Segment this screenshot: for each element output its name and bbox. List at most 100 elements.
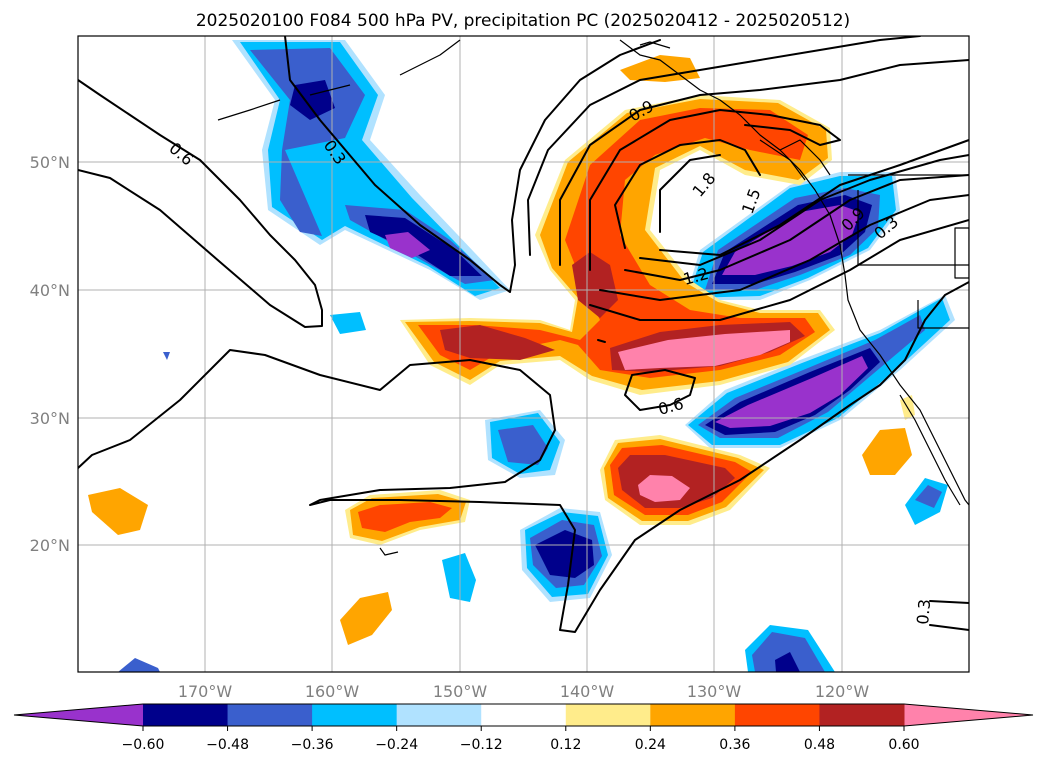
map-frame — [77, 35, 970, 673]
neg-band-subtropical — [685, 295, 955, 448]
pv-contour — [78, 79, 323, 328]
aleutian-chain — [217, 99, 281, 121]
blob-orange-baja — [862, 428, 912, 475]
colorbar-cell — [565, 704, 651, 726]
pv-contour — [284, 36, 661, 293]
blob-blue-bottom-left — [118, 658, 160, 672]
coastlines — [217, 39, 969, 556]
pv-contour — [78, 281, 969, 633]
colorbar-cell — [312, 704, 398, 726]
aleutian-fragment — [309, 84, 351, 96]
shade-red-orange — [418, 108, 815, 378]
pv-contour — [614, 139, 761, 249]
colorbar-tick-label: 0.24 — [635, 737, 666, 753]
pv-contour — [559, 59, 969, 266]
latitude-labels: 50°N 40°N 30°N 20°N — [30, 153, 70, 555]
colorbar-tick-label: 0.48 — [804, 737, 835, 753]
pos-south-central — [600, 435, 770, 525]
colorbar-tick-label: −0.36 — [291, 737, 334, 753]
pv-contour — [589, 219, 969, 321]
pv-contour — [624, 369, 696, 411]
lon-label: 160°W — [305, 682, 360, 701]
coastline-north-america — [619, 39, 969, 506]
colorbar-tick-label: −0.48 — [206, 737, 249, 753]
pv-contour — [659, 139, 969, 256]
lat-label: 50°N — [30, 153, 70, 172]
blob-blue-island — [442, 553, 476, 602]
pv-contour — [527, 36, 921, 256]
blob-orange-southwest — [340, 592, 392, 645]
shade-pink — [618, 330, 790, 370]
pv-contour — [589, 109, 841, 271]
shade-royal-blue — [250, 48, 365, 236]
neg-band-gulf-of-alaska — [232, 40, 510, 300]
pv-contour — [599, 194, 969, 301]
shade-purple — [715, 356, 868, 428]
shade-firebrick — [440, 325, 555, 360]
shade-royal-blue — [498, 425, 548, 465]
border-state-south — [917, 300, 969, 329]
map-title: 2025020100 F084 500 hPa PV, precipitatio… — [196, 11, 850, 31]
pv-contour — [659, 154, 721, 233]
colorbar-tick-label: 0.12 — [550, 737, 581, 753]
colorbar-tick-label: −0.24 — [375, 737, 418, 753]
colorbar-cell — [481, 704, 567, 726]
colorbar-tick-label: 0.36 — [719, 737, 750, 753]
colorbar-ticks: −0.60 −0.48 −0.36 −0.24 −0.12 0.12 0.24 0.36 0.4… — [122, 726, 920, 753]
coastline-alaska-panhandle — [639, 41, 671, 49]
lon-label: 150°W — [433, 682, 488, 701]
pos-hawaii — [345, 490, 470, 545]
shade-red-orange — [358, 502, 452, 532]
alaska-coast-fragment — [399, 39, 461, 76]
blob-blue-tiny — [163, 352, 170, 360]
map-panel: 0.6 0.3 0.9 1.8 1.5 1.2 0.9 0.3 0.6 0.3 — [77, 35, 970, 673]
pos-crescent — [400, 55, 835, 395]
pv-contour — [624, 174, 969, 281]
shade-navy — [775, 652, 800, 672]
lon-label: 130°W — [687, 682, 742, 701]
shade-navy — [535, 530, 594, 578]
lon-label: 170°W — [178, 682, 233, 701]
shade-pink — [638, 475, 690, 502]
colorbar-cell — [650, 704, 736, 726]
colorbar-tick-label: 0.60 — [888, 737, 919, 753]
coastline-baja — [899, 394, 961, 506]
pv-contour — [929, 624, 969, 631]
coastline-bc-inlets — [779, 139, 831, 176]
colorbar-tick-label: −0.12 — [460, 737, 503, 753]
lon-label: 120°W — [815, 682, 870, 701]
coastline-vancouver-island — [759, 139, 806, 181]
blob-blue-baja-core — [915, 485, 942, 508]
blob-blue-bottom — [745, 625, 835, 672]
lat-label: 40°N — [30, 281, 70, 300]
lon-label: 140°W — [560, 682, 615, 701]
shade-firebrick — [572, 252, 618, 318]
pv-contours — [78, 36, 969, 633]
shade-navy — [290, 80, 335, 120]
shade-royal-blue — [752, 632, 825, 672]
colorbar-cell — [227, 704, 313, 726]
shade-purple — [385, 232, 430, 258]
pv-contour — [597, 339, 606, 343]
pv-contour — [639, 154, 969, 266]
blob-orange-west — [88, 488, 148, 535]
contour-label: 0.3 — [913, 598, 934, 625]
colorbar-extend-high — [904, 704, 1033, 726]
pv-contour — [929, 600, 969, 604]
longitude-labels: 170°W 160°W 150°W 140°W 130°W 120°W — [178, 682, 870, 701]
blob-blue-central — [485, 410, 565, 478]
colorbar: −0.60 −0.48 −0.36 −0.24 −0.12 0.12 0.24 0.36 0.4… — [13, 703, 1034, 753]
colorbar-cell — [396, 704, 482, 726]
colorbar-tick-label: −0.60 — [122, 737, 165, 753]
colorbar-extend-low — [14, 704, 143, 726]
gridlines — [78, 36, 969, 672]
colorbar-cells — [143, 704, 905, 726]
colorbar-cell — [143, 704, 229, 726]
lat-label: 30°N — [30, 409, 70, 428]
hawaii-islands — [379, 547, 399, 556]
lat-label: 20°N — [30, 536, 70, 555]
shaded-fields — [88, 40, 955, 672]
colorbar-cell — [819, 704, 905, 726]
blob-blue-small — [330, 312, 366, 334]
